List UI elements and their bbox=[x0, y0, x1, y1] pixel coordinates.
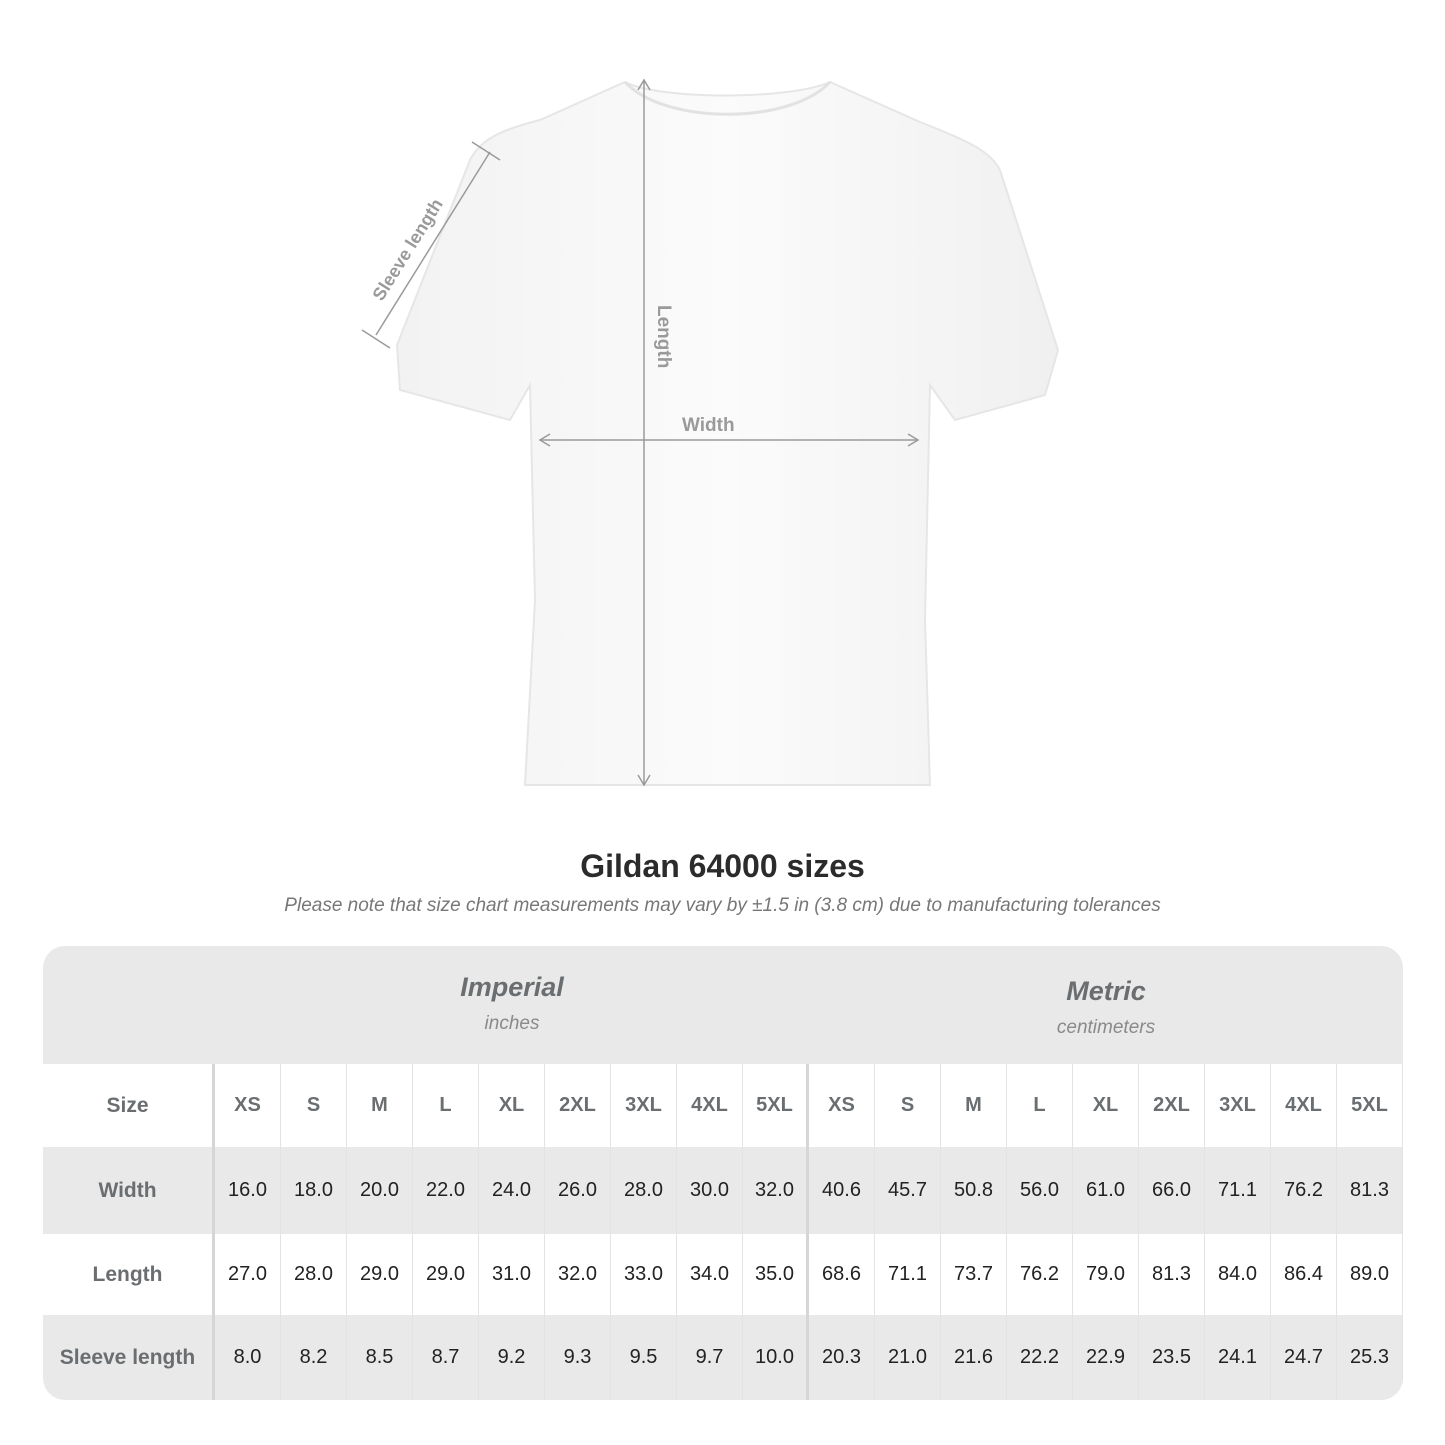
imperial-unit: inches bbox=[484, 1013, 540, 1034]
row-label: Width bbox=[43, 1147, 215, 1234]
size-header-row: Size XS S M L XL 2XL 3XL 4XL 5XL XS S M L XL 2XL 3XL 4XL 5… bbox=[43, 1064, 1403, 1147]
table-cell: 50.8 bbox=[941, 1147, 1007, 1234]
table-cell: 29.0 bbox=[413, 1234, 479, 1315]
table-cell: 28.0 bbox=[281, 1234, 347, 1315]
length-label: Length bbox=[653, 305, 674, 368]
table-cell: 23.5 bbox=[1139, 1315, 1205, 1400]
tolerance-note: Please note that size chart measurements… bbox=[284, 895, 1161, 916]
table-cell: 81.3 bbox=[1139, 1234, 1205, 1315]
size-header-cell: M bbox=[941, 1064, 1007, 1147]
row-label: Length bbox=[43, 1234, 215, 1315]
table-cell: 10.0 bbox=[743, 1315, 809, 1400]
metric-unit: centimeters bbox=[1056, 1017, 1156, 1038]
table-cell: 30.0 bbox=[677, 1147, 743, 1234]
table-cell: 24.0 bbox=[479, 1147, 545, 1234]
size-header-cell: 2XL bbox=[545, 1064, 611, 1147]
table-cell: 84.0 bbox=[1205, 1234, 1271, 1315]
table-cell: 32.0 bbox=[743, 1147, 809, 1234]
table-cell: 73.7 bbox=[941, 1234, 1007, 1315]
table-cell: 24.7 bbox=[1271, 1315, 1337, 1400]
table-cell: 26.0 bbox=[545, 1147, 611, 1234]
metric-title: Metric bbox=[1066, 976, 1146, 1006]
table-cell: 8.5 bbox=[347, 1315, 413, 1400]
size-header-cell: XL bbox=[479, 1064, 545, 1147]
size-header-cell: XS bbox=[215, 1064, 281, 1147]
table-cell: 33.0 bbox=[611, 1234, 677, 1315]
table-cell: 68.6 bbox=[809, 1234, 875, 1315]
size-header-cell: 3XL bbox=[1205, 1064, 1271, 1147]
table-cell: 29.0 bbox=[347, 1234, 413, 1315]
tshirt-shape bbox=[395, 80, 1060, 786]
imperial-header: Imperial inches bbox=[215, 946, 809, 1064]
table-cell: 8.0 bbox=[215, 1315, 281, 1400]
size-header-cell: 5XL bbox=[743, 1064, 809, 1147]
table-row: Sleeve length 8.0 8.2 8.5 8.7 9.2 9.3 9.5 9.7 10.… bbox=[43, 1315, 1403, 1400]
row-label: Size bbox=[43, 1064, 215, 1147]
table-cell: 9.2 bbox=[479, 1315, 545, 1400]
table-cell: 61.0 bbox=[1073, 1147, 1139, 1234]
table-cell: 45.7 bbox=[875, 1147, 941, 1234]
table-cell: 81.3 bbox=[1337, 1147, 1403, 1234]
table-cell: 9.3 bbox=[545, 1315, 611, 1400]
table-cell: 27.0 bbox=[215, 1234, 281, 1315]
table-cell: 16.0 bbox=[215, 1147, 281, 1234]
table-cell: 31.0 bbox=[479, 1234, 545, 1315]
table-cell: 9.5 bbox=[611, 1315, 677, 1400]
size-header-cell: 3XL bbox=[611, 1064, 677, 1147]
tshirt-diagram: Sleeve length Length Width bbox=[361, 78, 1060, 787]
table-cell: 66.0 bbox=[1139, 1147, 1205, 1234]
table-cell: 22.0 bbox=[413, 1147, 479, 1234]
table-cell: 71.1 bbox=[1205, 1147, 1271, 1234]
size-table: Imperial inches Metric centimeters Size X… bbox=[43, 946, 1403, 1400]
table-cell: 21.6 bbox=[941, 1315, 1007, 1400]
table-row: Length 27.0 28.0 29.0 29.0 31.0 32.0 33.0 34.0 35… bbox=[43, 1234, 1403, 1315]
table-cell: 9.7 bbox=[677, 1315, 743, 1400]
table-cell: 21.0 bbox=[875, 1315, 941, 1400]
size-header-cell: 5XL bbox=[1337, 1064, 1403, 1147]
table-cell: 76.2 bbox=[1271, 1147, 1337, 1234]
table-cell: 76.2 bbox=[1007, 1234, 1073, 1315]
table-cell: 40.6 bbox=[809, 1147, 875, 1234]
imperial-title: Imperial bbox=[460, 972, 564, 1002]
table-cell: 8.7 bbox=[413, 1315, 479, 1400]
size-header-cell: XS bbox=[809, 1064, 875, 1147]
table-cell: 79.0 bbox=[1073, 1234, 1139, 1315]
size-header-cell: L bbox=[413, 1064, 479, 1147]
table-cell: 89.0 bbox=[1337, 1234, 1403, 1315]
table-row: Width 16.0 18.0 20.0 22.0 24.0 26.0 28.0 30.0 32.… bbox=[43, 1147, 1403, 1234]
size-header-cell: S bbox=[875, 1064, 941, 1147]
table-cell: 86.4 bbox=[1271, 1234, 1337, 1315]
table-cell: 71.1 bbox=[875, 1234, 941, 1315]
table-cell: 56.0 bbox=[1007, 1147, 1073, 1234]
page-title: Gildan 64000 sizes bbox=[580, 848, 865, 884]
size-header-cell: 4XL bbox=[1271, 1064, 1337, 1147]
table-cell: 20.3 bbox=[809, 1315, 875, 1400]
size-header-cell: 4XL bbox=[677, 1064, 743, 1147]
size-header-cell: 2XL bbox=[1139, 1064, 1205, 1147]
size-header-cell: L bbox=[1007, 1064, 1073, 1147]
table-cell: 34.0 bbox=[677, 1234, 743, 1315]
table-cell: 22.9 bbox=[1073, 1315, 1139, 1400]
table-cell: 22.2 bbox=[1007, 1315, 1073, 1400]
table-cell: 35.0 bbox=[743, 1234, 809, 1315]
table-cell: 28.0 bbox=[611, 1147, 677, 1234]
metric-header: Metric centimeters bbox=[809, 946, 1403, 1064]
table-cell: 8.2 bbox=[281, 1315, 347, 1400]
width-label: Width bbox=[682, 415, 735, 436]
table-cell: 18.0 bbox=[281, 1147, 347, 1234]
table-cell: 24.1 bbox=[1205, 1315, 1271, 1400]
table-cell: 25.3 bbox=[1337, 1315, 1403, 1400]
table-cell: 32.0 bbox=[545, 1234, 611, 1315]
row-label: Sleeve length bbox=[43, 1315, 215, 1400]
size-header-cell: M bbox=[347, 1064, 413, 1147]
size-header-cell: S bbox=[281, 1064, 347, 1147]
sleeve-measure-line bbox=[375, 151, 491, 336]
table-cell: 20.0 bbox=[347, 1147, 413, 1234]
size-header-cell: XL bbox=[1073, 1064, 1139, 1147]
